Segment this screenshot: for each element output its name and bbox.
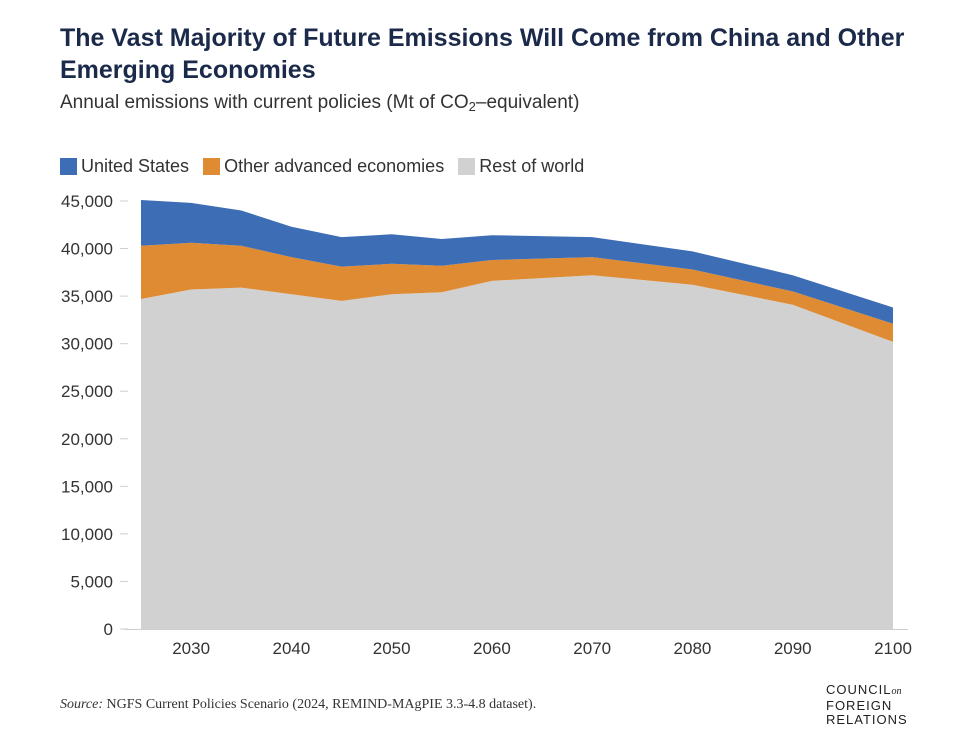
y-tick-label: 15,000 xyxy=(61,477,113,496)
logo-line-council: COUNCIL xyxy=(826,682,892,697)
legend-swatch-united-states xyxy=(60,158,77,175)
legend-swatch-rest-of-world xyxy=(458,158,476,175)
x-tick-label: 2090 xyxy=(774,639,812,658)
chart-subtitle: Annual emissions with current policies (… xyxy=(60,92,579,114)
cfr-logo: COUNCILon FOREIGN RELATIONS xyxy=(826,683,908,727)
y-tick-label: 10,000 xyxy=(61,525,113,544)
x-tick-label: 2060 xyxy=(473,639,511,658)
source-label: Source: xyxy=(60,697,104,712)
area-rest-of-world xyxy=(141,275,893,629)
x-tick-label: 2040 xyxy=(272,639,310,658)
x-tick-label: 2030 xyxy=(172,639,210,658)
subtitle-suffix: –equivalent) xyxy=(475,92,580,113)
y-tick-label: 25,000 xyxy=(61,382,113,401)
x-tick-label: 2100 xyxy=(874,639,912,658)
area-united-states xyxy=(141,200,893,324)
y-tick-label: 20,000 xyxy=(61,430,113,449)
y-tick-label: 5,000 xyxy=(70,572,113,591)
logo-line-foreign: FOREIGN xyxy=(826,698,893,713)
y-tick-label: 0 xyxy=(104,620,113,639)
logo-on: on xyxy=(891,686,902,697)
x-tick-label: 2070 xyxy=(573,639,611,658)
source-text: NGFS Current Policies Scenario (2024, RE… xyxy=(106,697,537,712)
legend-item-other-advanced: Other advanced economies xyxy=(203,156,444,177)
y-tick-label: 45,000 xyxy=(61,192,113,211)
subtitle-prefix: Annual emissions with current policies (… xyxy=(60,92,469,113)
legend-label-other-advanced: Other advanced economies xyxy=(224,156,445,176)
legend-swatch-other-advanced xyxy=(203,158,221,175)
x-tick-label: 2050 xyxy=(373,639,411,658)
chart-plot: 0 5,000 10,000 15,000 20,000 25,000 30,000 35,0… xyxy=(61,192,912,658)
legend-item-rest-of-world: Rest of world xyxy=(458,156,584,177)
chart-title: The Vast Majority of Future Emissions Wi… xyxy=(60,24,905,84)
y-tick-label: 40,000 xyxy=(61,240,113,259)
y-tick-label: 35,000 xyxy=(61,287,113,306)
logo-line-relations: RELATIONS xyxy=(826,712,908,727)
legend-item-united-states: United States xyxy=(60,156,189,177)
legend: United States Other advanced economies R… xyxy=(60,156,584,177)
subtitle-subscript: 2 xyxy=(468,99,476,114)
y-tick-label: 30,000 xyxy=(61,335,113,354)
x-tick-label: 2080 xyxy=(674,639,712,658)
legend-label-united-states: United States xyxy=(81,156,190,176)
legend-label-rest-of-world: Rest of world xyxy=(479,156,585,176)
source-note: Source: NGFS Current Policies Scenario (… xyxy=(60,697,536,713)
area-other-advanced-economies xyxy=(141,242,893,342)
